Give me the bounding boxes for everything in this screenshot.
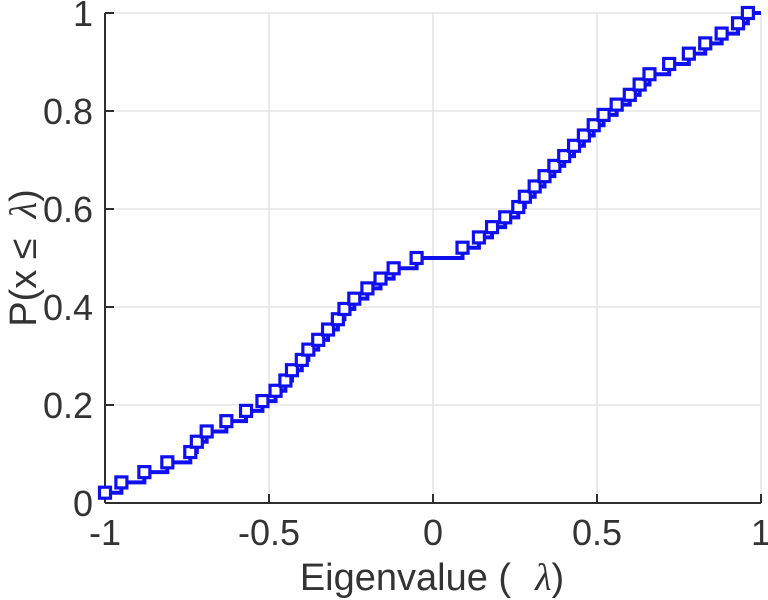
x-axis-label: Eigenvalue ( λ) xyxy=(300,557,564,599)
y-tick-label: 0.4 xyxy=(43,287,93,328)
data-point-marker xyxy=(622,87,637,102)
data-point-marker xyxy=(586,118,601,133)
y-tick-label: 0.6 xyxy=(43,189,93,230)
data-point-marker xyxy=(698,36,713,51)
lambda-symbol: λ xyxy=(534,557,551,599)
y-axis-label-text: P(x ≤ xyxy=(3,238,45,326)
y-axis-label-close-paren: ) xyxy=(3,189,45,202)
x-tick-label: 0.5 xyxy=(572,512,622,553)
data-point-marker xyxy=(537,169,552,184)
y-tick-labels: 0 0.2 0.4 0.6 0.8 1 xyxy=(43,0,93,524)
data-point-marker xyxy=(455,240,470,255)
y-tick-label: 0 xyxy=(73,483,93,524)
data-point-marker xyxy=(301,342,316,357)
x-tick-label: -0.5 xyxy=(238,512,300,553)
data-point-marker xyxy=(642,67,657,82)
x-tick-labels: -1 -0.5 0 0.5 1 xyxy=(89,512,768,553)
data-point-marker xyxy=(740,5,755,21)
data-point-marker xyxy=(347,291,362,306)
cdf-series xyxy=(97,5,761,500)
data-point-marker xyxy=(311,332,326,347)
data-point-marker xyxy=(320,322,336,337)
tick-marks xyxy=(104,12,762,504)
data-point-marker xyxy=(557,148,572,164)
data-point-marker xyxy=(609,97,624,112)
x-axis-label-text: Eigenvalue ( xyxy=(300,557,512,599)
data-point-marker xyxy=(662,56,677,72)
data-point-marker xyxy=(238,403,254,418)
data-point-marker xyxy=(547,158,562,173)
data-point-marker xyxy=(268,383,283,398)
lambda-symbol: λ xyxy=(3,202,45,219)
data-point-marker xyxy=(517,189,532,204)
data-point-marker xyxy=(596,107,611,123)
x-axis-label-close-paren: ) xyxy=(552,557,565,599)
data-point-marker xyxy=(632,77,647,92)
data-point-marker xyxy=(484,220,500,235)
data-point-marker xyxy=(255,393,270,409)
y-tick-label: 0.8 xyxy=(43,91,93,132)
data-point-marker xyxy=(566,138,582,153)
data-point-marker xyxy=(527,179,542,194)
gridlines xyxy=(105,12,762,503)
y-axis-label: P(x ≤ λ) xyxy=(3,189,45,327)
data-point-marker xyxy=(498,210,513,225)
data-point-marker xyxy=(714,26,729,41)
y-tick-label: 1 xyxy=(73,0,93,34)
data-point-marker xyxy=(114,475,129,490)
data-point-marker xyxy=(730,16,746,31)
data-point-marker xyxy=(373,271,388,286)
x-tick-label: -1 xyxy=(89,512,121,553)
data-point-marker xyxy=(97,485,113,500)
data-point-marker xyxy=(337,301,352,317)
data-point-marker xyxy=(386,261,401,276)
data-point-marker xyxy=(160,455,175,470)
data-point-marker xyxy=(681,46,696,61)
data-point-marker xyxy=(576,128,591,143)
x-tick-label: 0 xyxy=(423,512,443,553)
data-point-marker xyxy=(409,250,424,266)
data-point-marker xyxy=(284,363,300,378)
data-point-marker xyxy=(137,465,152,480)
data-point-marker xyxy=(360,281,375,296)
data-point-marker xyxy=(189,434,204,449)
x-tick-label: 1 xyxy=(751,512,768,553)
data-point-marker xyxy=(219,414,234,429)
data-point-marker xyxy=(199,424,214,439)
y-tick-label: 0.2 xyxy=(43,385,93,426)
data-point-marker xyxy=(471,230,487,245)
